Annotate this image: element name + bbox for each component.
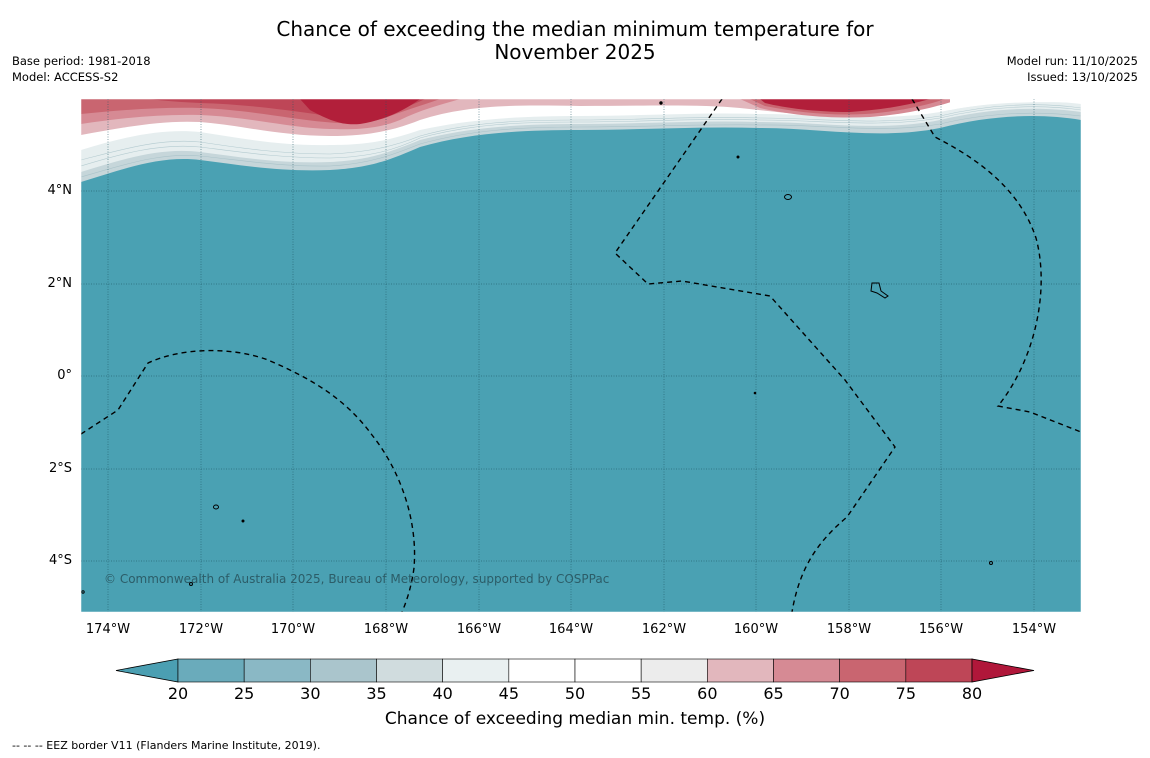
map-frame [80, 98, 1082, 613]
colorbar-tick-label: 60 [697, 684, 718, 703]
colorbar-segment [905, 658, 973, 683]
lon-tick-label: 174°W [85, 622, 131, 637]
colorbar-segment [442, 658, 510, 683]
colorbar-tick-label: 45 [498, 684, 519, 703]
lon-tick-label: 168°W [363, 622, 409, 637]
colorbar-label: Chance of exceeding median min. temp. (%… [384, 709, 766, 729]
island-a [784, 194, 792, 200]
title-line-1: Chance of exceeding the median minimum t… [276, 17, 874, 41]
title-line-2: November 2025 [494, 40, 656, 64]
copyright-notice: © Commonwealth of Australia 2025, Bureau… [104, 572, 610, 586]
colorbar-segment [376, 658, 443, 683]
colorbar-tick-label: 75 [895, 684, 916, 703]
model-run: Model run: 11/10/2025 [1006, 54, 1138, 68]
graticule [81, 99, 1081, 612]
eez-border-kiribati-line [614, 99, 896, 612]
lon-tick-label: 160°W [733, 622, 779, 637]
colorbar-extend-high [971, 658, 1035, 683]
colorbar-tick-label: 20 [167, 684, 189, 703]
colorbar-segment [839, 658, 907, 683]
lon-tick-label: 164°W [548, 622, 594, 637]
colorbar-segment [640, 658, 708, 683]
colorbar-tick-label: 80 [961, 684, 983, 703]
lat-tick-label: 4°S [48, 553, 72, 568]
metadata-right: Model run: 11/10/2025 Issued: 13/10/2025 [1007, 53, 1138, 85]
base-period: Base period: 1981-2018 [12, 54, 151, 68]
colorbar-tick-label: 65 [763, 684, 784, 703]
colorbar-tick-label: 50 [564, 684, 586, 703]
island-kiritimati [870, 282, 889, 299]
lon-tick-label: 166°W [456, 622, 502, 637]
metadata-left: Base period: 1981-2018 Model: ACCESS-S2 [12, 53, 151, 85]
lon-tick-label: 158°W [826, 622, 872, 637]
lat-tick-label: 4°N [47, 183, 73, 198]
eez-border-south-west [81, 349, 416, 612]
lon-tick-label: 156°W [918, 622, 964, 637]
colorbar-segment [574, 658, 642, 683]
map-area [81, 99, 1081, 612]
model-name: Model: ACCESS-S2 [12, 70, 119, 84]
colorbar-segment [508, 658, 576, 683]
colorbar-segment [310, 658, 377, 683]
island-e [241, 519, 245, 523]
band-80-west [300, 99, 420, 125]
lat-tick-label: 2°S [48, 461, 72, 476]
colorbar-tick-label: 35 [366, 684, 387, 703]
eez-legend: -- -- -- EEZ border V11 (Flanders Marine… [12, 739, 321, 752]
colorbar-tick-label: 55 [630, 684, 652, 703]
band-80-east [760, 99, 930, 112]
colorbar-tick-label: 70 [829, 684, 850, 703]
island-f [753, 391, 757, 395]
chart-title: Chance of exceeding the median minimum t… [0, 18, 1150, 64]
island-c [659, 101, 663, 105]
lat-tick-label: 0° [57, 368, 72, 383]
colorbar-extend-low [115, 658, 179, 683]
colorbar-tick-label: 40 [432, 684, 453, 703]
colorbar-tick-label: 25 [233, 684, 255, 703]
lon-tick-label: 154°W [1011, 622, 1057, 637]
lon-tick-label: 170°W [270, 622, 316, 637]
colorbar-segment [773, 658, 840, 683]
colorbar [115, 658, 1035, 683]
lat-tick-label: 2°N [47, 276, 73, 291]
island-i [81, 590, 85, 594]
eez-border-east [911, 99, 1081, 433]
colorbar-segment [177, 658, 245, 683]
shading-contours [81, 104, 1081, 178]
eez-borders [81, 99, 1081, 612]
band-white-east [950, 99, 1081, 110]
island-b [213, 504, 219, 510]
ocean-background [81, 99, 1081, 612]
island-d [736, 155, 740, 159]
colorbar-tick-label: 30 [300, 684, 321, 703]
island-h [189, 582, 193, 586]
lon-tick-label: 162°W [641, 622, 687, 637]
issued-date: Issued: 13/10/2025 [1027, 70, 1138, 84]
colorbar-segment [707, 658, 774, 683]
islands [81, 101, 993, 594]
lon-tick-label: 172°W [178, 622, 224, 637]
island-g [989, 561, 993, 565]
colorbar-segment [243, 658, 311, 683]
